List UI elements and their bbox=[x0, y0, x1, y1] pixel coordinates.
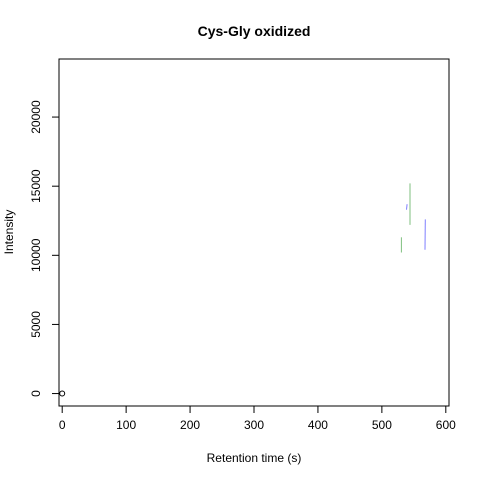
chart-title: Cys-Gly oxidized bbox=[198, 23, 311, 39]
x-tick-label: 400 bbox=[308, 418, 328, 432]
x-tick-label: 200 bbox=[180, 418, 200, 432]
data-point bbox=[59, 390, 66, 397]
x-tick-label: 500 bbox=[372, 418, 392, 432]
data-marks bbox=[59, 183, 426, 397]
y-tick-label: 5000 bbox=[29, 311, 43, 338]
x-tick-label: 600 bbox=[436, 418, 456, 432]
x-tick-label: 300 bbox=[244, 418, 264, 432]
y-tick-label: 10000 bbox=[29, 238, 43, 272]
y-axis: 0 5000 10000 15000 20000 bbox=[29, 100, 60, 397]
x-tick-label: 100 bbox=[116, 418, 136, 432]
x-tick-label: 0 bbox=[59, 418, 66, 432]
y-tick-label: 20000 bbox=[29, 100, 43, 134]
plot-frame bbox=[58, 58, 450, 407]
y-axis-label: Intensity bbox=[2, 210, 16, 255]
series-line bbox=[406, 204, 408, 210]
y-tick-label: 0 bbox=[29, 390, 43, 397]
x-axis: 0 100 200 300 400 500 600 bbox=[59, 405, 456, 432]
y-tick-label: 15000 bbox=[29, 169, 43, 203]
x-axis-label: Retention time (s) bbox=[207, 451, 302, 465]
